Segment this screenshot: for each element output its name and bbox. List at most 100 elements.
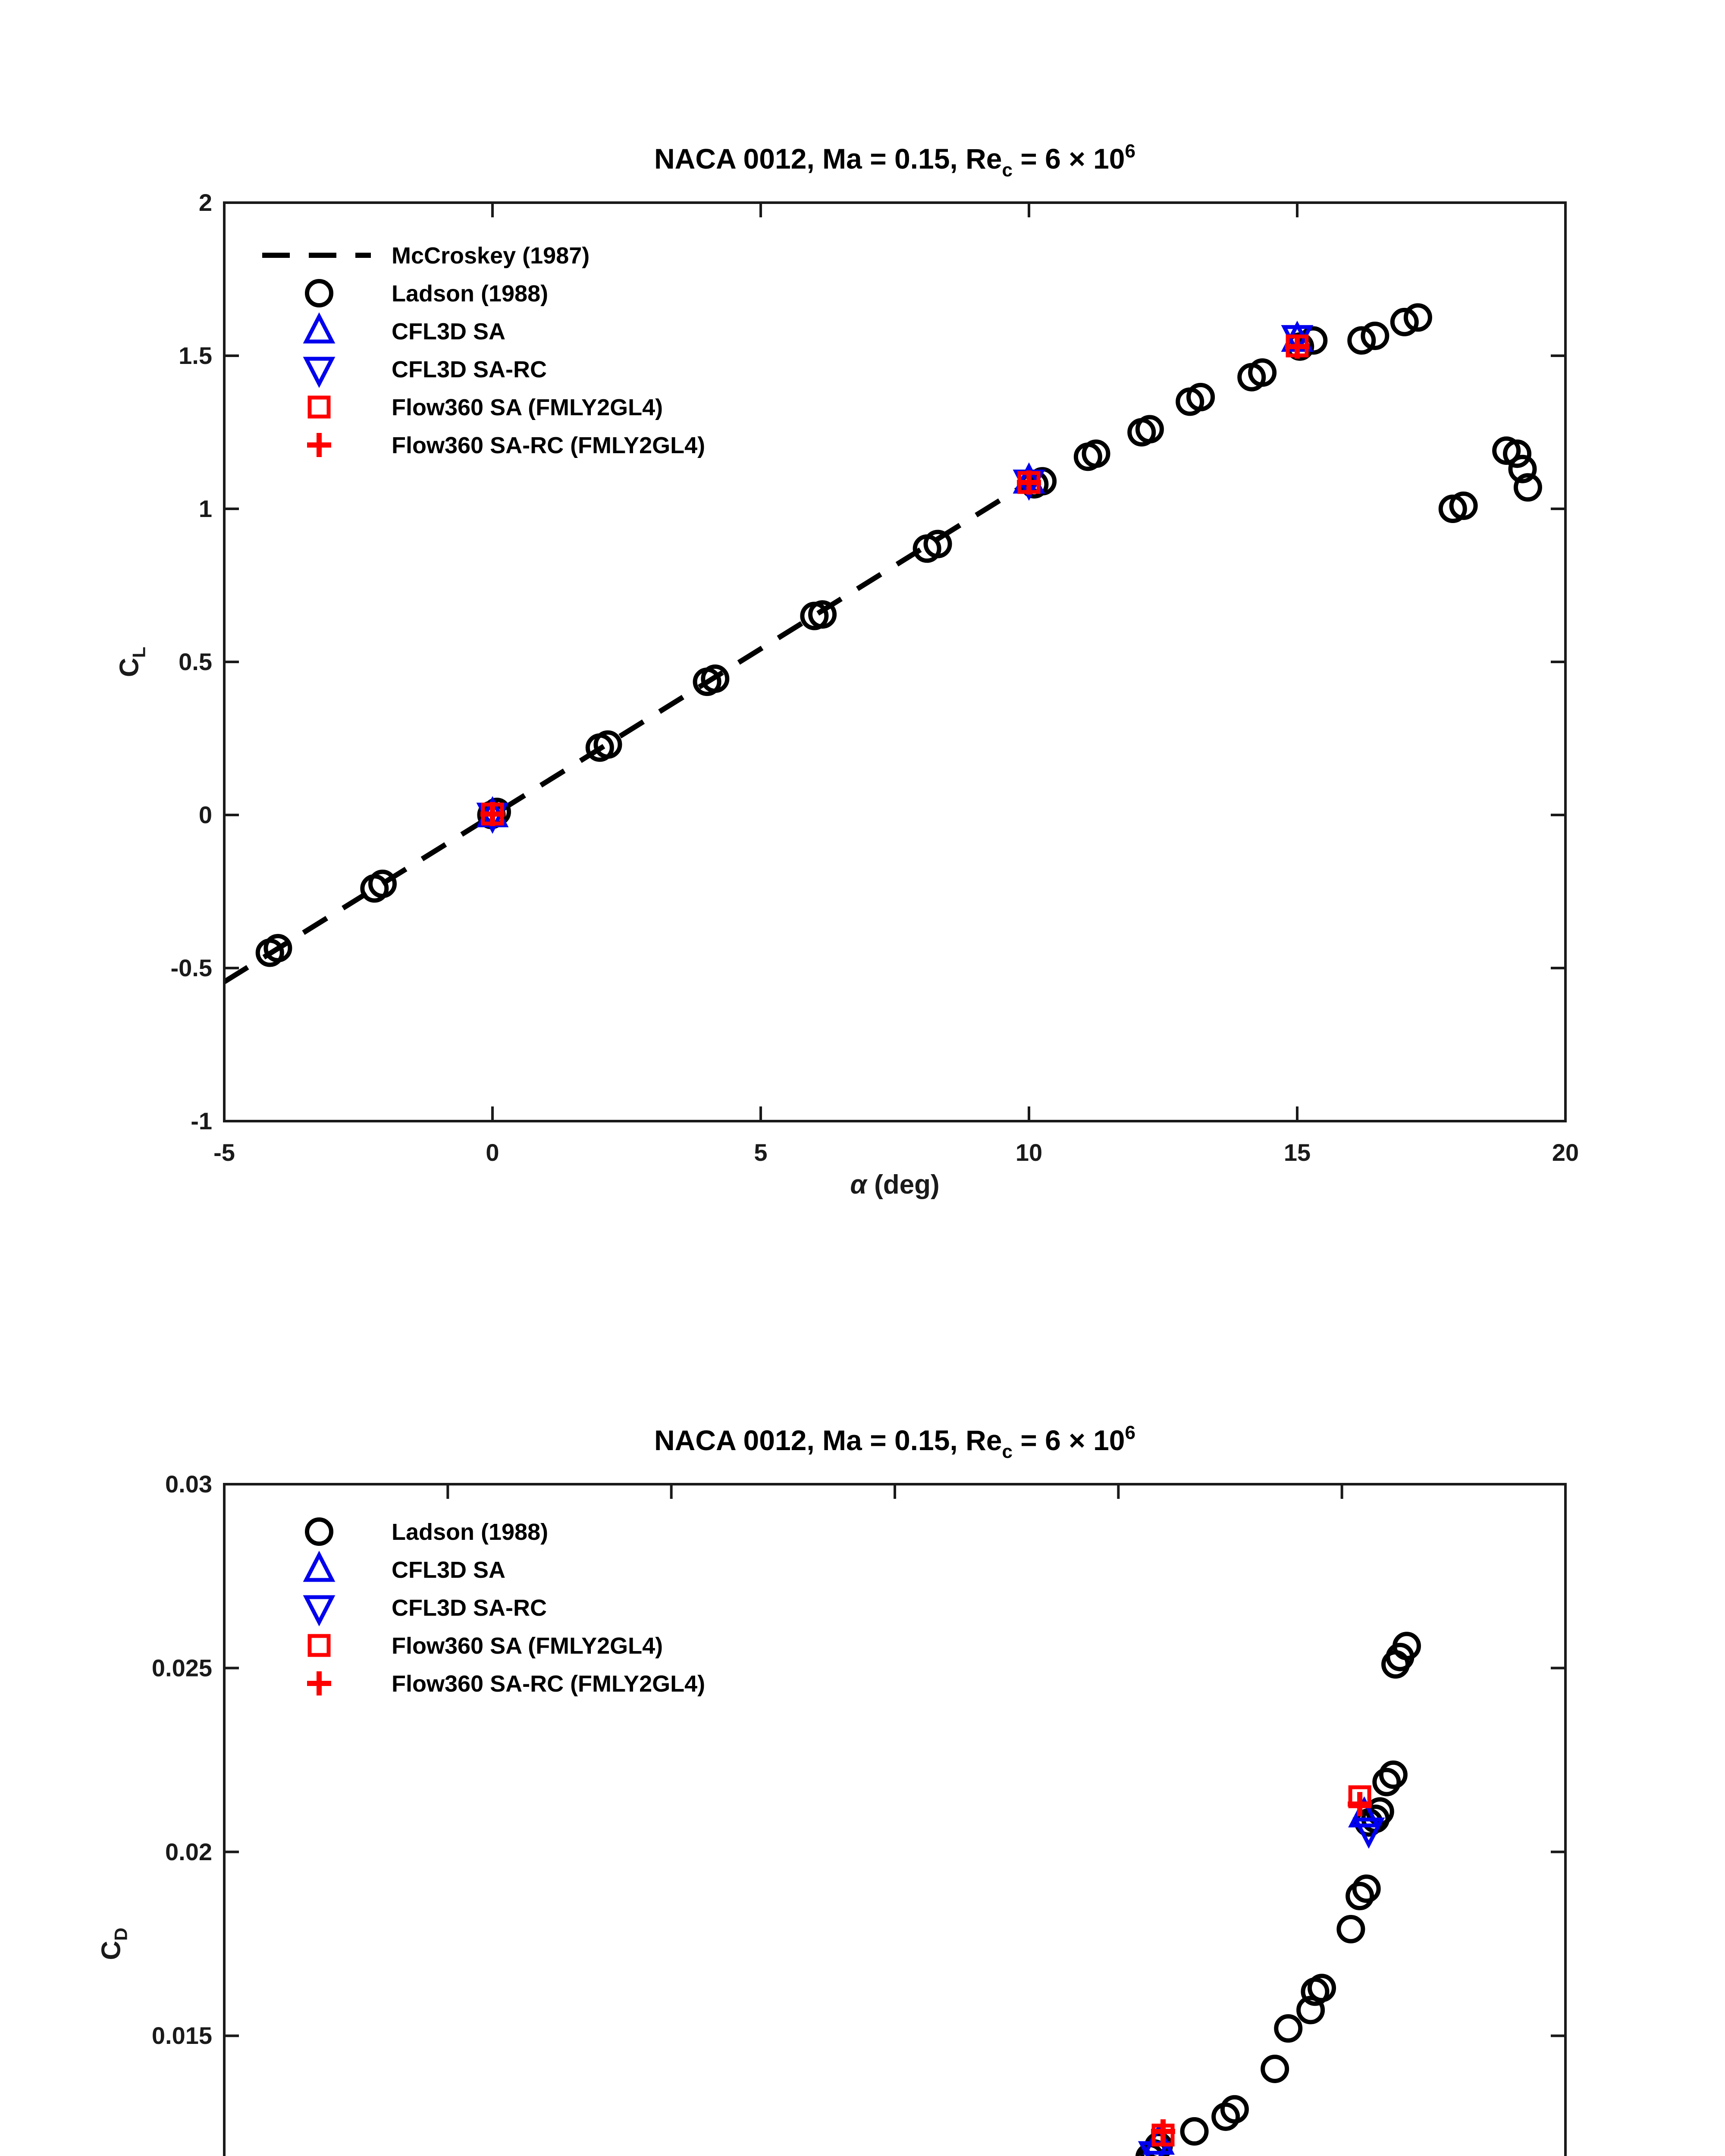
data-point-marker <box>1151 2119 1175 2143</box>
series <box>1151 1785 1371 2147</box>
data-point-marker <box>1403 303 1432 332</box>
series <box>1135 1632 1421 2156</box>
data-point-marker <box>1180 2117 1209 2146</box>
title-text: NACA 0012, Ma = 0.15, Re <box>654 143 1002 175</box>
y-label-subscript: L <box>129 646 149 658</box>
legend-item: Ladson (1988) <box>305 279 548 307</box>
data-point-marker <box>368 869 397 898</box>
x-tick-label: 0 <box>486 1139 499 1166</box>
data-point-marker <box>307 433 331 457</box>
series <box>223 467 1052 984</box>
data-point-marker <box>303 1551 336 1582</box>
title-text: = 6 × 10 <box>1012 1424 1125 1456</box>
title-superscript: 6 <box>1125 1422 1135 1443</box>
data-point-marker <box>1308 1974 1336 2002</box>
y-tick-label: 2 <box>199 189 212 216</box>
legend-label: McCroskey (1987) <box>392 243 590 269</box>
y-tick-label: 0 <box>199 801 212 828</box>
y-tick-label: 0.025 <box>152 1654 212 1681</box>
legend-label: CFL3D SA <box>392 1557 505 1583</box>
legend-item: CFL3D SA-RC <box>303 1595 547 1626</box>
data-point-marker <box>307 1634 331 1657</box>
y-label-text: C <box>114 658 144 677</box>
data-point-marker <box>1220 2095 1249 2124</box>
series <box>480 334 1309 826</box>
y-label-subscript: D <box>110 1927 131 1941</box>
data-point-marker <box>1336 1915 1365 1943</box>
y-tick-label: -0.5 <box>171 954 213 981</box>
bottom-y-axis-label: CD <box>96 1927 131 1960</box>
chart-1: -1-0.500.511.520.0050.010.0150.020.0250.… <box>152 1470 1567 2156</box>
data-point-marker <box>1503 439 1532 468</box>
chart-0: -5 0 5 10 15 20 -1 -0.5 0 0.5 1 1.5 2 McCroskey (1987… <box>171 189 1579 1166</box>
bottom-chart-title: NACA 0012, Ma = 0.15, Rec = 6 × 106 <box>224 1422 1565 1462</box>
x-label-text: (deg) <box>866 1170 940 1200</box>
data-point-marker <box>1449 491 1478 520</box>
alpha-symbol: α <box>850 1170 867 1200</box>
top-y-axis-label: CL <box>114 647 149 677</box>
legend-label: Ladson (1988) <box>392 281 548 307</box>
title-subscript: c <box>1002 1441 1013 1462</box>
data-point-marker <box>307 1671 331 1695</box>
legend-item: CFL3D SA-RC <box>303 357 547 388</box>
y-tick-label: 0.03 <box>165 1470 212 1498</box>
legend-item: Flow360 SA-RC (FMLY2GL4) <box>307 432 705 458</box>
data-point-marker <box>701 664 730 693</box>
data-point-marker <box>808 600 837 629</box>
legend-label: Ladson (1988) <box>392 1519 548 1545</box>
y-tick-label: 1 <box>199 495 212 522</box>
x-tick-label: 10 <box>1016 1139 1042 1166</box>
legend-label: CFL3D SA-RC <box>392 357 547 382</box>
legend: McCroskey (1987) Ladson (1988) CFL3D SA CFL… <box>262 243 705 458</box>
legend-item: McCroskey (1987) <box>262 243 590 269</box>
data-point-marker <box>303 312 336 344</box>
x-tick-label: 20 <box>1552 1139 1579 1166</box>
y-tick-label: 0.02 <box>165 1838 212 1865</box>
data-point-marker <box>1346 1882 1374 1911</box>
axis-ticks: -5 0 5 10 15 20 -1 -0.5 0 0.5 1 1.5 2 <box>171 189 1579 1166</box>
y-tick-label: -1 <box>191 1107 212 1134</box>
title-text: = 6 × 10 <box>1012 143 1125 175</box>
legend-item: Flow360 SA (FMLY2GL4) <box>307 1633 663 1659</box>
series <box>255 303 1542 967</box>
data-point-marker <box>923 530 952 558</box>
legend-item: CFL3D SA <box>303 1551 505 1583</box>
series <box>1151 1792 1372 2143</box>
data-point-marker <box>480 802 505 826</box>
x-tick-label: 5 <box>754 1139 767 1166</box>
data-point-marker <box>1361 321 1389 350</box>
y-tick-label: 0.5 <box>179 648 212 675</box>
data-point-marker <box>303 1595 336 1626</box>
data-point-marker <box>307 395 331 419</box>
y-label-text: C <box>96 1940 126 1960</box>
legend-label: Flow360 SA (FMLY2GL4) <box>392 1633 663 1659</box>
data-point-marker <box>1348 1792 1372 1816</box>
title-superscript: 6 <box>1125 141 1135 162</box>
legend-item: CFL3D SA <box>303 312 505 345</box>
data-point-marker <box>1513 473 1542 502</box>
trend-line <box>223 467 1052 984</box>
data-point-marker <box>1082 439 1110 468</box>
data-point-marker <box>1372 1767 1401 1796</box>
data-point-marker <box>1274 2014 1303 2043</box>
series <box>1138 1818 1385 2156</box>
top-x-axis-label: α (deg) <box>224 1169 1565 1200</box>
title-text: NACA 0012, Ma = 0.15, Re <box>654 1424 1002 1456</box>
legend-label: CFL3D SA <box>392 319 505 345</box>
legend: Ladson (1988) CFL3D SA CFL3D SA-RC Flow360 … <box>303 1517 705 1697</box>
data-point-marker <box>303 357 336 388</box>
data-point-marker <box>1248 358 1277 387</box>
title-subscript: c <box>1002 160 1013 181</box>
y-tick-label: 1.5 <box>179 342 212 369</box>
series <box>1142 1796 1380 2155</box>
data-point-marker <box>1281 325 1314 357</box>
data-point-marker <box>1508 454 1537 483</box>
x-tick-label: 15 <box>1284 1139 1311 1166</box>
x-tick-label: -5 <box>213 1139 235 1166</box>
data-point-marker <box>1352 1874 1381 1903</box>
data-point-marker <box>1285 334 1309 359</box>
legend-label: Flow360 SA-RC (FMLY2GL4) <box>392 1671 705 1697</box>
y-tick-label: 0.015 <box>152 2022 212 2049</box>
